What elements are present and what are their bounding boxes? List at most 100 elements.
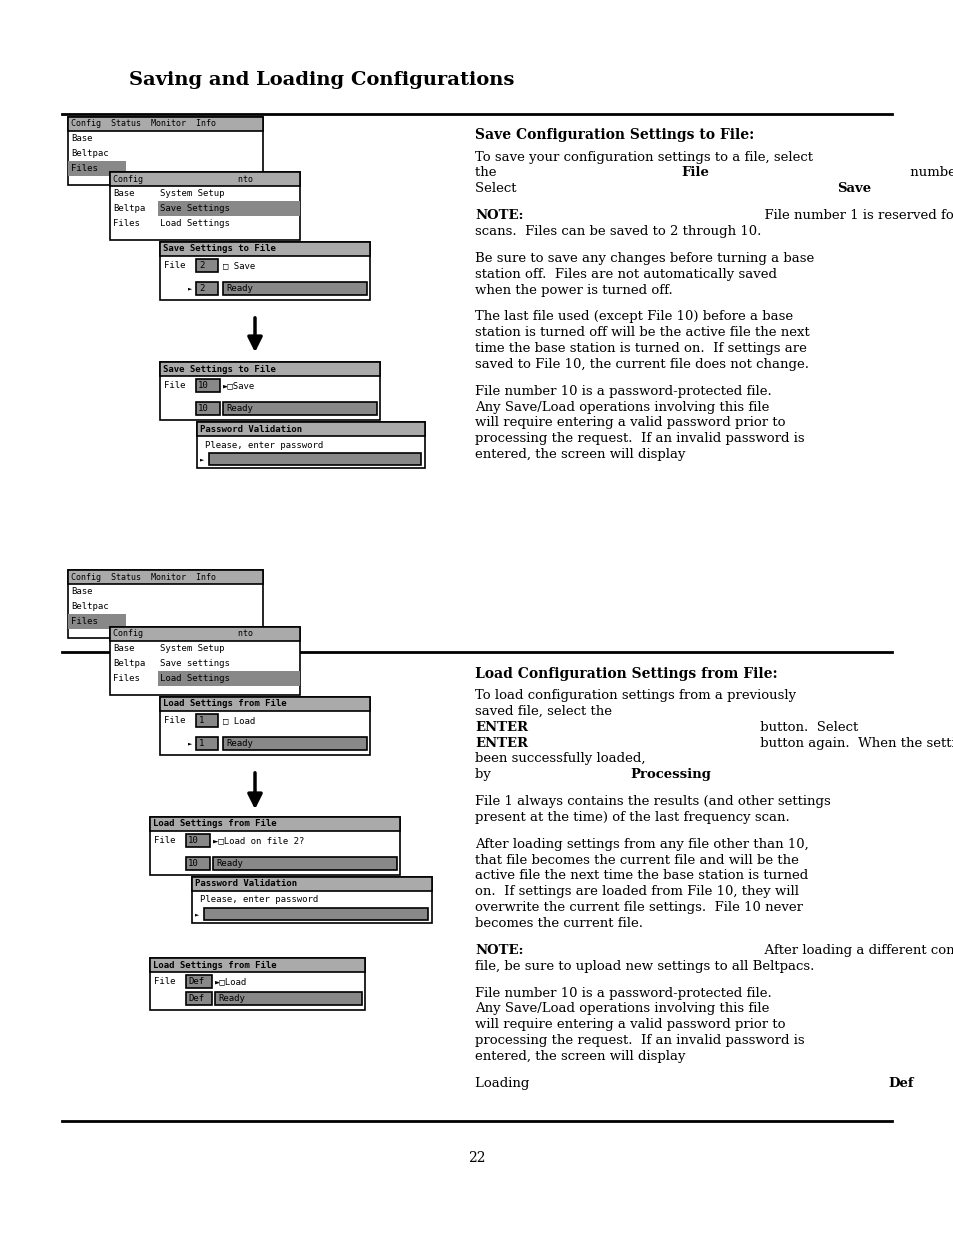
FancyBboxPatch shape (186, 974, 212, 988)
FancyBboxPatch shape (223, 282, 367, 295)
FancyBboxPatch shape (223, 403, 376, 415)
FancyBboxPatch shape (68, 117, 263, 131)
Text: when the power is turned off.: when the power is turned off. (475, 284, 672, 296)
Text: ►: ► (194, 911, 199, 918)
Text: Save Settings to File: Save Settings to File (163, 364, 275, 373)
Text: File: File (153, 977, 175, 986)
Text: the: the (475, 167, 500, 179)
FancyBboxPatch shape (204, 908, 428, 920)
FancyBboxPatch shape (68, 571, 263, 584)
Text: ►□Load on file 2?: ►□Load on file 2? (213, 836, 304, 845)
Text: ►□Load: ►□Load (214, 977, 247, 986)
Text: □ Load: □ Load (223, 716, 255, 725)
FancyBboxPatch shape (110, 172, 299, 240)
Text: Save Configuration Settings to File:: Save Configuration Settings to File: (475, 128, 754, 142)
Text: File number 1 is reserved for frequency: File number 1 is reserved for frequency (755, 209, 953, 222)
Text: Def: Def (887, 1077, 913, 1089)
Text: The last file used (except File 10) before a base: The last file used (except File 10) befo… (475, 310, 792, 324)
FancyBboxPatch shape (192, 877, 432, 890)
Text: Files: Files (112, 674, 140, 683)
FancyBboxPatch shape (192, 877, 432, 923)
FancyBboxPatch shape (196, 422, 424, 468)
Text: file, be sure to upload new settings to all Beltpacs.: file, be sure to upload new settings to … (475, 960, 814, 973)
FancyBboxPatch shape (68, 161, 126, 177)
Text: Save: Save (836, 183, 870, 195)
Text: 10: 10 (198, 404, 209, 412)
Text: NOTE:: NOTE: (475, 209, 523, 222)
FancyBboxPatch shape (110, 627, 299, 695)
FancyBboxPatch shape (158, 201, 299, 216)
Text: Load Settings from File: Load Settings from File (152, 820, 276, 829)
Text: Config  Status  Monitor  Info: Config Status Monitor Info (71, 573, 215, 582)
FancyBboxPatch shape (160, 242, 370, 256)
Text: been successfully loaded,: been successfully loaded, (475, 752, 649, 766)
Text: Beltpac: Beltpac (71, 149, 109, 158)
Text: To load configuration settings from a previously: To load configuration settings from a pr… (475, 689, 796, 703)
Text: 10: 10 (188, 860, 198, 868)
Text: Beltpa: Beltpa (112, 659, 145, 668)
Text: scans.  Files can be saved to 2 through 10.: scans. Files can be saved to 2 through 1… (475, 225, 760, 238)
Text: 2: 2 (199, 284, 204, 293)
Text: File: File (681, 167, 709, 179)
Text: File 1 always contains the results (and other settings: File 1 always contains the results (and … (475, 795, 830, 808)
Text: saved file, select the: saved file, select the (475, 705, 616, 718)
Text: Def: Def (188, 994, 204, 1003)
FancyBboxPatch shape (150, 958, 365, 1010)
Text: Files: Files (71, 618, 98, 626)
Text: ►: ► (188, 285, 193, 291)
FancyBboxPatch shape (186, 857, 210, 869)
Text: button.  Select: button. Select (755, 721, 862, 734)
Text: NOTE:: NOTE: (475, 944, 523, 957)
Text: Save Settings: Save Settings (160, 204, 230, 212)
Text: Load Settings: Load Settings (160, 674, 230, 683)
Text: Saving and Loading Configurations: Saving and Loading Configurations (129, 70, 514, 89)
Text: Please, enter password: Please, enter password (205, 441, 323, 450)
FancyBboxPatch shape (209, 453, 420, 466)
Text: that file becomes the current file and will be the: that file becomes the current file and w… (475, 853, 798, 867)
Text: File: File (153, 836, 175, 845)
Text: Base: Base (112, 189, 134, 198)
FancyBboxPatch shape (186, 992, 212, 1005)
Text: Ready: Ready (226, 739, 253, 748)
Text: station off.  Files are not automatically saved: station off. Files are not automatically… (475, 268, 777, 280)
Text: File number 10 is a password-protected file.: File number 10 is a password-protected f… (475, 987, 771, 999)
Text: Ready: Ready (215, 860, 243, 868)
Text: active file the next time the base station is turned: active file the next time the base stati… (475, 869, 807, 883)
Text: ►□Save: ►□Save (223, 382, 255, 390)
Text: File: File (164, 382, 185, 390)
FancyBboxPatch shape (160, 697, 370, 711)
Text: 22: 22 (468, 1151, 485, 1165)
Text: Ready: Ready (218, 994, 245, 1003)
Text: Ready: Ready (226, 284, 253, 293)
Text: ENTER: ENTER (475, 736, 528, 750)
Text: entered, the screen will display: entered, the screen will display (475, 448, 689, 461)
Text: Beltpa: Beltpa (112, 204, 145, 212)
Text: entered, the screen will display: entered, the screen will display (475, 1050, 689, 1063)
Text: Save Settings to File: Save Settings to File (163, 245, 275, 253)
Text: Load Configuration Settings from File:: Load Configuration Settings from File: (475, 667, 777, 680)
FancyBboxPatch shape (110, 172, 299, 186)
FancyBboxPatch shape (150, 818, 399, 831)
Text: will require entering a valid password prior to: will require entering a valid password p… (475, 1018, 784, 1031)
Text: 1: 1 (199, 739, 204, 748)
FancyBboxPatch shape (195, 259, 218, 272)
FancyBboxPatch shape (68, 614, 126, 629)
FancyBboxPatch shape (195, 737, 218, 750)
Text: by: by (475, 768, 495, 782)
Text: □ Save: □ Save (223, 261, 255, 270)
FancyBboxPatch shape (195, 403, 220, 415)
Text: Any Save/Load operations involving this file: Any Save/Load operations involving this … (475, 400, 769, 414)
Text: time the base station is turned on.  If settings are: time the base station is turned on. If s… (475, 342, 806, 356)
FancyBboxPatch shape (110, 627, 299, 641)
Text: saved to File 10, the current file does not change.: saved to File 10, the current file does … (475, 358, 808, 370)
FancyBboxPatch shape (160, 362, 379, 420)
Text: File number 10 is a password-protected file.: File number 10 is a password-protected f… (475, 385, 771, 398)
Text: Please, enter password: Please, enter password (200, 895, 318, 904)
Text: Password Validation: Password Validation (194, 879, 296, 888)
FancyBboxPatch shape (195, 282, 218, 295)
Text: Select: Select (475, 183, 520, 195)
Text: ►: ► (200, 456, 204, 462)
Text: After loading a different configuration: After loading a different configuration (755, 944, 953, 957)
Text: Processing: Processing (629, 768, 710, 782)
Text: 1: 1 (199, 716, 204, 725)
